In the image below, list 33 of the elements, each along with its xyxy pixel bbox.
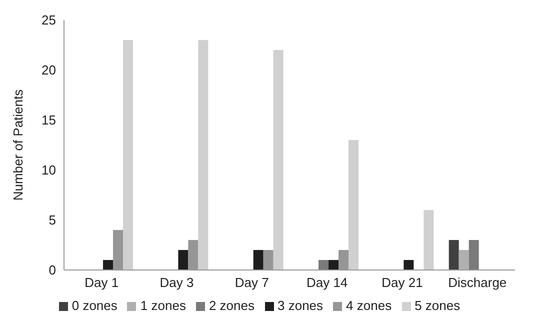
y-tick-label: 25 bbox=[42, 12, 56, 28]
y-tick-label: 10 bbox=[42, 162, 56, 178]
bar bbox=[318, 260, 329, 270]
legend-label: 3 zones bbox=[278, 298, 324, 313]
y-tick-label: 15 bbox=[42, 112, 56, 128]
legend-label: 0 zones bbox=[72, 298, 118, 313]
bar bbox=[328, 260, 339, 270]
bar bbox=[123, 40, 134, 270]
y-axis-title: Number of Patients bbox=[10, 88, 26, 201]
x-tick-label: Discharge bbox=[448, 275, 507, 290]
y-tick-label: 20 bbox=[42, 62, 56, 78]
legend-label: 1 zones bbox=[140, 298, 186, 313]
bar bbox=[458, 250, 469, 270]
bar bbox=[348, 140, 359, 270]
bar bbox=[103, 260, 114, 270]
bar bbox=[253, 250, 264, 270]
bar bbox=[424, 210, 434, 270]
bar bbox=[198, 40, 208, 270]
bar bbox=[273, 50, 284, 270]
y-tick-label: 0 bbox=[48, 262, 56, 278]
bar bbox=[404, 260, 414, 270]
x-tick-label: Day 21 bbox=[382, 275, 423, 290]
bar bbox=[178, 250, 188, 270]
x-tick-label: Day 14 bbox=[306, 275, 348, 290]
x-tick-label: Day 1 bbox=[84, 275, 119, 290]
bar bbox=[448, 240, 459, 270]
legend-label: 5 zones bbox=[414, 298, 460, 313]
x-tick-label: Day 7 bbox=[234, 275, 269, 290]
legend-label: 4 zones bbox=[346, 298, 392, 313]
x-tick-label: Day 3 bbox=[160, 275, 194, 290]
y-tick-label: 5 bbox=[48, 212, 56, 228]
legend-label: 2 zones bbox=[208, 298, 254, 313]
bar bbox=[468, 240, 479, 270]
